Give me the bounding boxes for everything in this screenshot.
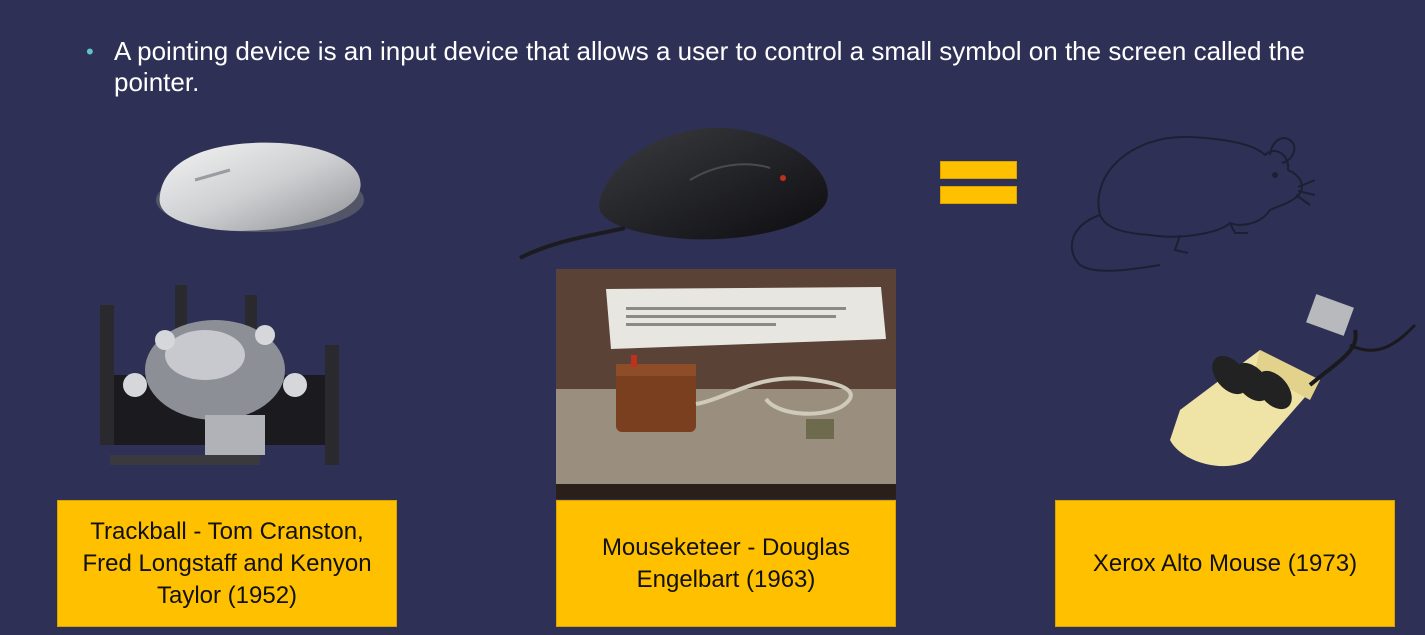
equals-bar-top: [940, 161, 1017, 179]
trackball-image: [100, 285, 339, 465]
engelbart-mouse-photo: [556, 269, 896, 499]
trackball-caption: Trackball - Tom Cranston, Fred Longstaff…: [57, 500, 397, 627]
trackball-caption-text: Trackball - Tom Cranston, Fred Longstaff…: [82, 517, 372, 609]
equals-bar-bottom: [940, 186, 1017, 204]
xerox-alto-caption-text: Xerox Alto Mouse (1973): [1092, 549, 1358, 577]
black-mouse-image: [519, 127, 828, 260]
mouseketeer-caption: Mouseketeer - Douglas Engelbart (1963): [556, 500, 896, 627]
mouseketeer-caption-text: Mouseketeer - Douglas Engelbart (1963): [601, 533, 851, 593]
bullet-marker: •: [86, 39, 94, 64]
rat-line-drawing: [1070, 135, 1315, 272]
xerox-alto-caption: Xerox Alto Mouse (1973): [1055, 500, 1395, 627]
xerox-alto-mouse-image: [1170, 294, 1417, 467]
bullet-text: A pointing device is an input device tha…: [114, 36, 1305, 97]
silver-mouse-image: [156, 142, 364, 232]
